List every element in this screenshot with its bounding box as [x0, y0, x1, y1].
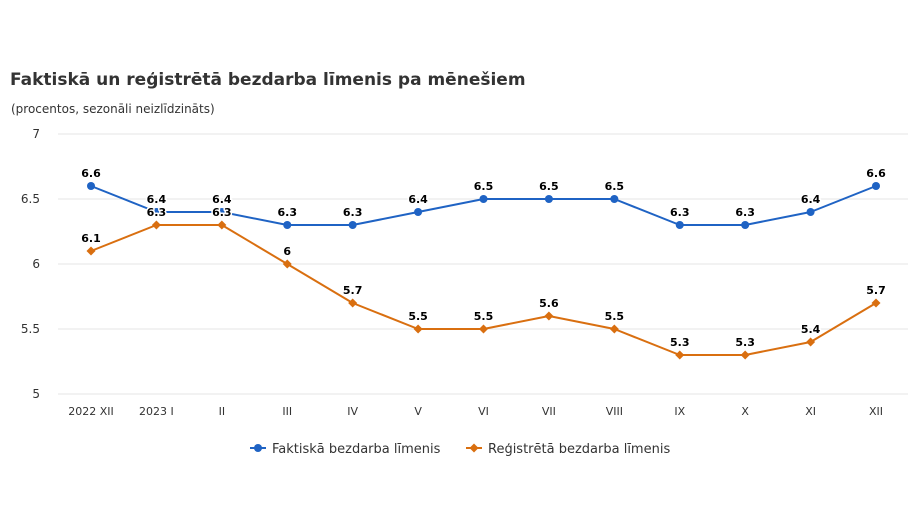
- data-label: 6.1: [81, 232, 101, 245]
- data-label: 6.4: [408, 193, 428, 206]
- legend-marker: [469, 443, 479, 453]
- y-axis-ticks: 5 5.5 6 6.5 7: [21, 127, 40, 401]
- x-axis-ticks: 2022 XII 2023 I II III IV V VI VII VIII IX X XI XII: [68, 405, 883, 418]
- data-label: 5.5: [474, 310, 494, 323]
- data-label: 6.3: [147, 206, 167, 219]
- grid-lines: [58, 133, 908, 395]
- data-point: [741, 221, 750, 229]
- data-point: [152, 208, 161, 216]
- data-label: 6.6: [866, 167, 886, 180]
- data-point: [740, 350, 750, 360]
- x-tick-label: III: [282, 405, 292, 418]
- data-label: 5.7: [343, 284, 363, 297]
- x-tick-label: IX: [674, 405, 685, 418]
- x-tick-label: VII: [542, 405, 556, 418]
- x-tick-label: VIII: [606, 405, 623, 418]
- data-label: 5.6: [539, 297, 559, 310]
- data-label: 6.5: [539, 180, 559, 193]
- data-label: 6.3: [735, 206, 755, 219]
- data-label: 6.3: [343, 206, 363, 219]
- y-tick-label: 5.5: [21, 322, 40, 336]
- data-label: 6.3: [670, 206, 690, 219]
- data-point: [217, 208, 226, 216]
- legend-item-1[interactable]: Faktiskā bezdarba līmenis: [250, 442, 441, 457]
- data-point: [414, 208, 423, 216]
- data-label: 6.5: [474, 180, 494, 193]
- x-tick-label: X: [741, 405, 749, 418]
- data-label: 5.5: [408, 310, 428, 323]
- data-label: 5.7: [866, 284, 886, 297]
- data-label: 6.4: [147, 193, 167, 206]
- data-label: 5.5: [605, 310, 625, 323]
- data-point: [86, 246, 96, 256]
- data-point: [348, 298, 358, 308]
- data-label: 6: [283, 245, 291, 258]
- y-tick-label: 6.5: [21, 192, 40, 206]
- data-label: 6.4: [212, 193, 232, 206]
- data-point: [806, 337, 816, 347]
- y-tick-label: 5: [32, 387, 40, 401]
- data-point: [544, 195, 553, 203]
- data-point: [609, 324, 619, 334]
- data-point: [348, 221, 357, 229]
- data-label: 6.6: [81, 167, 101, 180]
- legend-label: Reģistrētā bezdarba līmenis: [488, 442, 670, 457]
- series-line-2: [90, 224, 877, 356]
- data-label: 6.4: [801, 193, 821, 206]
- data-point: [413, 324, 423, 334]
- legend-label: Faktiskā bezdarba līmenis: [272, 442, 441, 457]
- data-label: 6.5: [605, 180, 625, 193]
- legend: Faktiskā bezdarba līmenis Reģistrētā bezd…: [250, 442, 670, 457]
- data-labels: 6.66.4 6.46.3 6.36.46.5 6.5 6.56.3 6.36.46.66…: [80, 166, 888, 351]
- data-point: [151, 220, 161, 230]
- data-point: [283, 221, 292, 229]
- data-point: [217, 220, 227, 230]
- data-point: [282, 259, 292, 269]
- data-label: 5.3: [670, 336, 690, 349]
- series-layer: [86, 182, 881, 360]
- x-tick-label: 2022 XII: [68, 405, 114, 418]
- data-point: [479, 195, 488, 203]
- x-tick-label: V: [414, 405, 422, 418]
- data-point: [872, 182, 880, 190]
- data-label: 5.3: [735, 336, 755, 349]
- x-tick-label: IV: [347, 405, 358, 418]
- x-tick-label: XII: [869, 405, 883, 418]
- data-label: 6.3: [212, 206, 232, 219]
- chart-subtitle: (procentos, sezonāli neizlīdzināts): [11, 102, 215, 116]
- y-tick-label: 7: [32, 127, 40, 141]
- legend-marker: [254, 444, 262, 452]
- data-point: [806, 208, 815, 216]
- data-label: 6.3: [278, 206, 298, 219]
- data-point: [675, 350, 685, 360]
- data-point: [610, 195, 619, 203]
- data-point: [479, 324, 488, 334]
- data-point: [87, 182, 95, 190]
- x-tick-label: 2023 I: [139, 405, 174, 418]
- x-tick-label: VI: [478, 405, 489, 418]
- data-point: [675, 221, 684, 229]
- data-point: [871, 298, 881, 308]
- chart-title: Faktiskā un reģistrētā bezdarba līmenis …: [10, 70, 526, 90]
- x-tick-label: II: [219, 405, 226, 418]
- y-tick-label: 6: [32, 257, 40, 271]
- x-tick-label: XI: [805, 405, 816, 418]
- data-point: [544, 311, 554, 321]
- data-label: 5.4: [801, 323, 821, 336]
- legend-item-2[interactable]: Reģistrētā bezdarba līmenis: [466, 442, 670, 457]
